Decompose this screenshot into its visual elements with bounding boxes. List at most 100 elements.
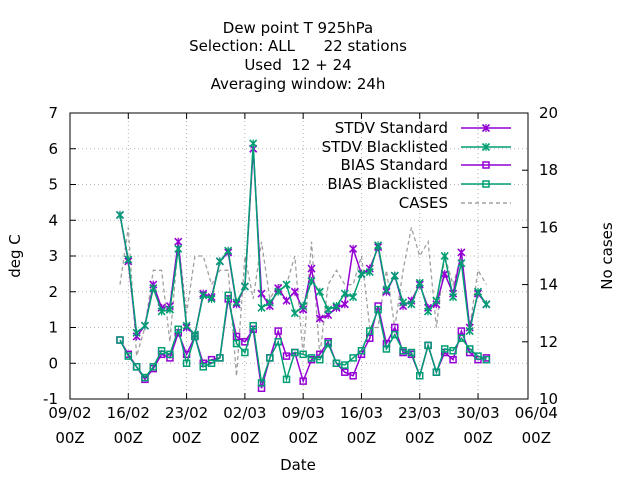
x-tick-label-date: 23/02 xyxy=(165,404,208,422)
data-point xyxy=(124,352,133,360)
x-tick-label-date: 23/03 xyxy=(398,404,441,422)
data-point xyxy=(449,346,457,355)
data-point xyxy=(266,354,274,362)
series-bias-blacklisted xyxy=(116,291,491,387)
data-point xyxy=(407,348,416,357)
y2-axis-label: No cases xyxy=(598,222,616,290)
data-point xyxy=(332,359,341,367)
data-point xyxy=(282,296,291,305)
data-point xyxy=(290,309,299,318)
data-point xyxy=(157,346,166,355)
data-point xyxy=(399,346,407,355)
x-tick-label-time: 00Z xyxy=(522,429,551,447)
data-point xyxy=(432,296,441,305)
data-point xyxy=(265,298,274,307)
legend-label: STDV Standard xyxy=(335,119,448,137)
y2-tick-label: 10 xyxy=(539,390,558,408)
data-point xyxy=(366,327,374,335)
x-tick-label-date: 16/02 xyxy=(107,404,150,422)
data-point xyxy=(216,354,224,362)
x-tick-label-time: 00Z xyxy=(114,429,143,447)
x-tick-label-time: 00Z xyxy=(172,429,201,447)
data-point xyxy=(257,303,266,312)
data-point xyxy=(182,321,191,330)
data-point xyxy=(374,305,382,314)
data-point xyxy=(132,328,141,337)
data-point xyxy=(274,327,282,335)
data-point xyxy=(432,368,441,376)
data-point xyxy=(482,300,491,309)
legend-label: STDV Blacklisted xyxy=(322,138,448,156)
data-point xyxy=(349,293,358,302)
legend-label: BIAS Standard xyxy=(340,156,448,174)
data-point xyxy=(340,300,349,309)
data-point xyxy=(473,287,483,296)
data-point xyxy=(232,298,241,307)
data-point xyxy=(465,345,474,353)
data-point xyxy=(174,325,183,334)
y-tick-label: 7 xyxy=(48,104,58,122)
data-point xyxy=(390,271,399,280)
x-tick-label-time: 00Z xyxy=(405,429,434,447)
data-point xyxy=(399,298,408,307)
data-point xyxy=(341,361,349,369)
data-point xyxy=(182,359,191,367)
legend-marker xyxy=(482,161,490,169)
legend-label: CASES xyxy=(399,194,448,212)
data-point xyxy=(374,241,383,250)
data-point xyxy=(224,246,233,255)
y2-tick-label: 20 xyxy=(539,104,558,122)
data-point xyxy=(149,284,158,293)
series-stdv-blacklisted xyxy=(115,139,491,339)
data-point xyxy=(415,372,424,380)
x-tick-label-date: 02/03 xyxy=(223,404,266,422)
legend-marker xyxy=(481,123,491,133)
series-layer xyxy=(115,139,491,393)
data-point xyxy=(165,305,174,314)
x-tick-label-time: 00Z xyxy=(347,429,376,447)
data-point xyxy=(274,338,282,346)
data-point xyxy=(174,237,183,246)
x-tick-label-time: 00Z xyxy=(55,429,84,447)
data-point xyxy=(299,350,307,359)
data-point xyxy=(199,291,208,300)
data-point xyxy=(141,373,149,382)
data-point xyxy=(440,345,449,353)
data-point xyxy=(115,210,125,219)
data-point xyxy=(332,301,341,311)
data-point xyxy=(249,139,258,148)
data-point xyxy=(299,301,308,311)
data-point xyxy=(290,287,299,296)
data-point xyxy=(157,307,166,316)
data-point xyxy=(274,287,283,296)
y-axis-label: deg C xyxy=(6,234,24,278)
x-tick-label-date: 09/02 xyxy=(48,404,91,422)
data-point xyxy=(207,359,216,367)
y-tick-label: 2 xyxy=(48,283,58,301)
y2-tick-label: 14 xyxy=(539,276,558,294)
legend-marker xyxy=(481,142,491,152)
data-point xyxy=(415,278,424,287)
title-line-1: Dew point T 925hPa xyxy=(223,19,373,37)
x-tick-label-date: 06/04 xyxy=(515,404,558,422)
data-point xyxy=(241,348,249,357)
y-tick-label: 1 xyxy=(48,319,58,337)
data-point xyxy=(232,339,241,348)
x-tick-label-time: 00Z xyxy=(230,429,259,447)
data-point xyxy=(391,323,399,332)
x-tick-label-date: 30/03 xyxy=(456,404,499,422)
data-point xyxy=(149,363,158,371)
y2-tick-label: 18 xyxy=(539,161,558,179)
data-point xyxy=(166,350,174,359)
x-tick-label-time: 00Z xyxy=(288,429,317,447)
x-tick-label-date: 09/03 xyxy=(282,404,325,422)
y2-tick-label: 16 xyxy=(539,218,558,236)
x-tick-label-date: 16/03 xyxy=(340,404,383,422)
data-point xyxy=(482,355,491,364)
data-point xyxy=(299,377,307,385)
data-point xyxy=(282,375,291,384)
data-point xyxy=(291,348,299,357)
data-point xyxy=(174,244,183,253)
data-point xyxy=(449,355,457,364)
